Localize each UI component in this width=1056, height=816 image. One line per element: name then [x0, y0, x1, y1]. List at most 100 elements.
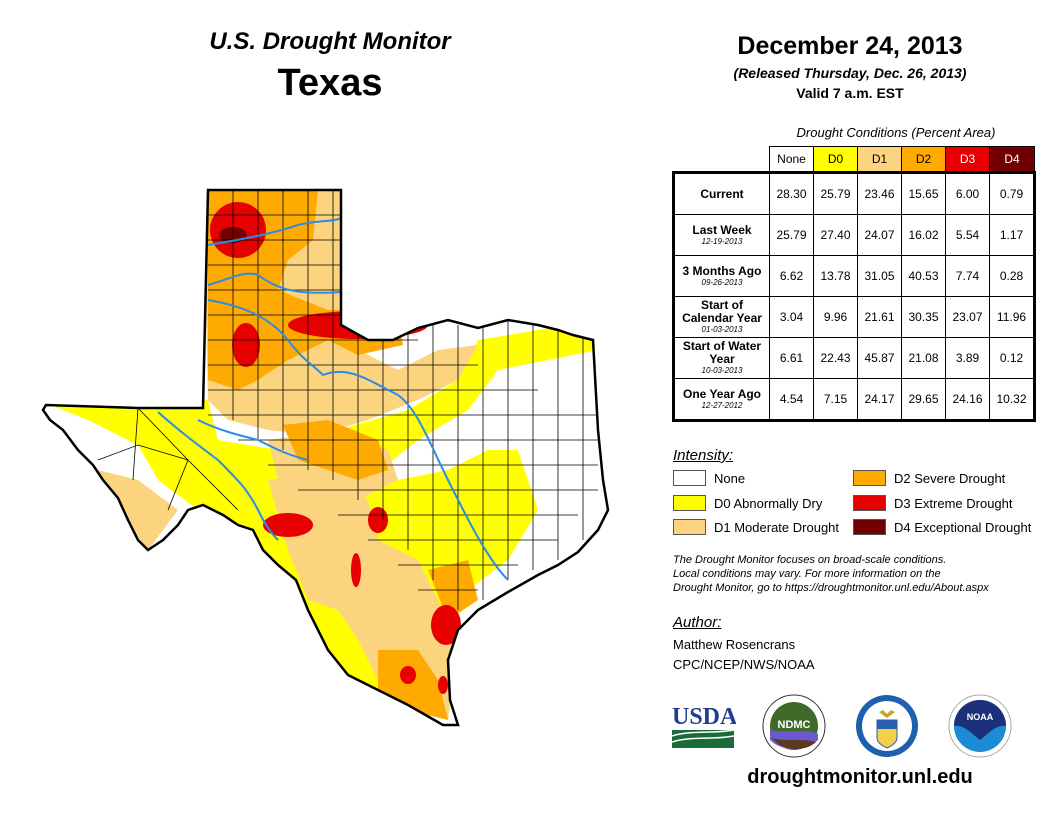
table-header-row: None D0 D1 D2 D3 D4 — [674, 146, 1035, 173]
table-cell: 21.08 — [901, 337, 946, 379]
legend-label: D1 Moderate Drought — [714, 519, 840, 535]
date-block: December 24, 2013 (Released Thursday, De… — [690, 32, 1010, 101]
table-row: Start of Water Year 10-03-2013 6.61 22.43 45… — [672, 337, 1036, 379]
legend-title: Intensity: — [673, 447, 734, 464]
legend-label: D0 Abnormally Dry — [714, 495, 823, 511]
map-d3-south-central — [351, 553, 361, 587]
table-cell: 24.17 — [857, 378, 902, 422]
rivers — [157, 217, 509, 581]
table-cell: 31.05 — [857, 255, 902, 297]
table-cell: 28.30 — [769, 171, 814, 215]
table-cell: 10.32 — [989, 378, 1036, 422]
table-cell: 5.54 — [945, 214, 990, 256]
table-cell: 25.79 — [813, 171, 858, 215]
legend-label: D2 Severe Drought — [894, 470, 1006, 486]
texas-drought-map — [41, 188, 610, 727]
legend-label: None — [714, 470, 746, 486]
monitor-title: U.S. Drought Monitor — [209, 28, 451, 55]
title-block: U.S. Drought Monitor Texas — [150, 28, 510, 105]
row-date: 09-26-2013 — [701, 277, 743, 287]
svg-text:NOAA: NOAA — [967, 712, 994, 722]
row-label: One Year Ago 12-27-2012 — [672, 378, 770, 422]
legend-swatch — [853, 519, 886, 535]
table-cell: 25.79 — [769, 214, 814, 256]
row-label: Last Week 12-19-2013 — [672, 214, 770, 256]
river-red — [207, 272, 342, 294]
disclaimer-line: Drought Monitor, go to https://droughtmo… — [673, 582, 989, 594]
release-date: (Released Thursday, Dec. 26, 2013) — [733, 65, 967, 81]
row-label: Start of Calendar Year 01-03-2013 — [672, 296, 770, 338]
column-header-d2: D2 — [901, 146, 946, 173]
table-cell: 15.65 — [901, 171, 946, 215]
map-d3-coastal-bend — [431, 605, 461, 645]
river-brazos — [207, 299, 509, 581]
table-cell: 7.74 — [945, 255, 990, 297]
doc-seal-icon — [856, 695, 918, 757]
legend-item: D3 Extreme Drought — [853, 495, 1013, 511]
table-cell: 6.62 — [769, 255, 814, 297]
column-header-d4: D4 — [989, 146, 1035, 173]
site-url[interactable]: droughtmonitor.unl.edu — [747, 766, 973, 788]
column-header-d1: D1 — [857, 146, 902, 173]
column-header-d0: D0 — [813, 146, 858, 173]
noaa-logo-icon: NOAA — [948, 694, 1012, 758]
ndmc-logo-icon: NDMC — [762, 694, 826, 758]
table-cell: 1.17 — [989, 214, 1036, 256]
table-cell: 24.07 — [857, 214, 902, 256]
row-date: 12-19-2013 — [701, 236, 743, 246]
river-colorado — [197, 419, 309, 461]
table-cell: 7.15 — [813, 378, 858, 422]
table-cell: 16.02 — [901, 214, 946, 256]
table-cell: 0.79 — [989, 171, 1036, 215]
row-date: 10-03-2013 — [701, 366, 743, 375]
map-date: December 24, 2013 — [737, 32, 963, 60]
row-label: 3 Months Ago 09-26-2013 — [672, 255, 770, 297]
table-row: 3 Months Ago 09-26-2013 6.62 13.78 31.05 40.5… — [672, 255, 1036, 297]
row-label-text: Current — [700, 186, 744, 201]
table-cell: 6.61 — [769, 337, 814, 379]
table-cell: 21.61 — [857, 296, 902, 338]
map-d3-south-plains — [232, 323, 260, 367]
author-name: Matthew Rosencrans — [673, 637, 796, 652]
table-cell: 0.12 — [989, 337, 1036, 379]
map-d1-bigbend — [98, 470, 178, 550]
author-title: Author: — [673, 614, 722, 631]
table-row: Start of Calendar Year 01-03-2013 3.04 9.96… — [672, 296, 1036, 338]
legend-item: D0 Abnormally Dry — [673, 495, 822, 511]
map-d3-lower-coast — [438, 676, 448, 694]
row-label-text: Start of Water Year — [682, 339, 762, 366]
disclaimer: The Drought Monitor focuses on broad-sca… — [673, 553, 989, 595]
map-d3-valley — [400, 666, 416, 684]
row-date: 01-03-2013 — [701, 325, 743, 334]
row-date: 12-27-2012 — [701, 400, 743, 410]
row-label-text: Last Week — [692, 222, 752, 237]
row-label-text: One Year Ago — [682, 386, 762, 401]
column-header-d3: D3 — [945, 146, 990, 173]
table-row: Last Week 12-19-2013 25.79 27.40 24.07 16.02 5… — [672, 214, 1036, 256]
legend-label: D3 Extreme Drought — [894, 495, 1013, 511]
drought-conditions-table: None D0 D1 D2 D3 D4 Current 28.30 25.79 23.… — [672, 146, 1036, 422]
table-cell: 29.65 — [901, 378, 946, 422]
legend-swatch — [673, 495, 706, 511]
row-label: Current — [672, 171, 770, 215]
legend-label: D4 Exceptional Drought — [894, 519, 1032, 535]
map-d4-rolling-plains — [354, 311, 394, 331]
valid-time: Valid 7 a.m. EST — [796, 85, 904, 101]
map-d2-south — [378, 650, 448, 720]
legend-item: None — [673, 470, 745, 486]
column-header-none: None — [769, 146, 814, 173]
table-cell: 11.96 — [989, 296, 1036, 338]
table-caption: Drought Conditions (Percent Area) — [796, 125, 996, 140]
row-label-text: Start of Calendar Year — [682, 298, 762, 325]
table-cell: 23.46 — [857, 171, 902, 215]
table-cell: 13.78 — [813, 255, 858, 297]
table-cell: 3.89 — [945, 337, 990, 379]
legend-swatch — [673, 470, 706, 486]
table-cell: 40.53 — [901, 255, 946, 297]
legend-item: D2 Severe Drought — [853, 470, 1005, 486]
svg-text:USDA: USDA — [672, 704, 736, 730]
row-label: Start of Water Year 10-03-2013 — [672, 337, 770, 379]
table-cell: 0.28 — [989, 255, 1036, 297]
disclaimer-line: Local conditions may vary. For more info… — [673, 568, 941, 580]
disclaimer-line: The Drought Monitor focuses on broad-sca… — [673, 554, 947, 566]
